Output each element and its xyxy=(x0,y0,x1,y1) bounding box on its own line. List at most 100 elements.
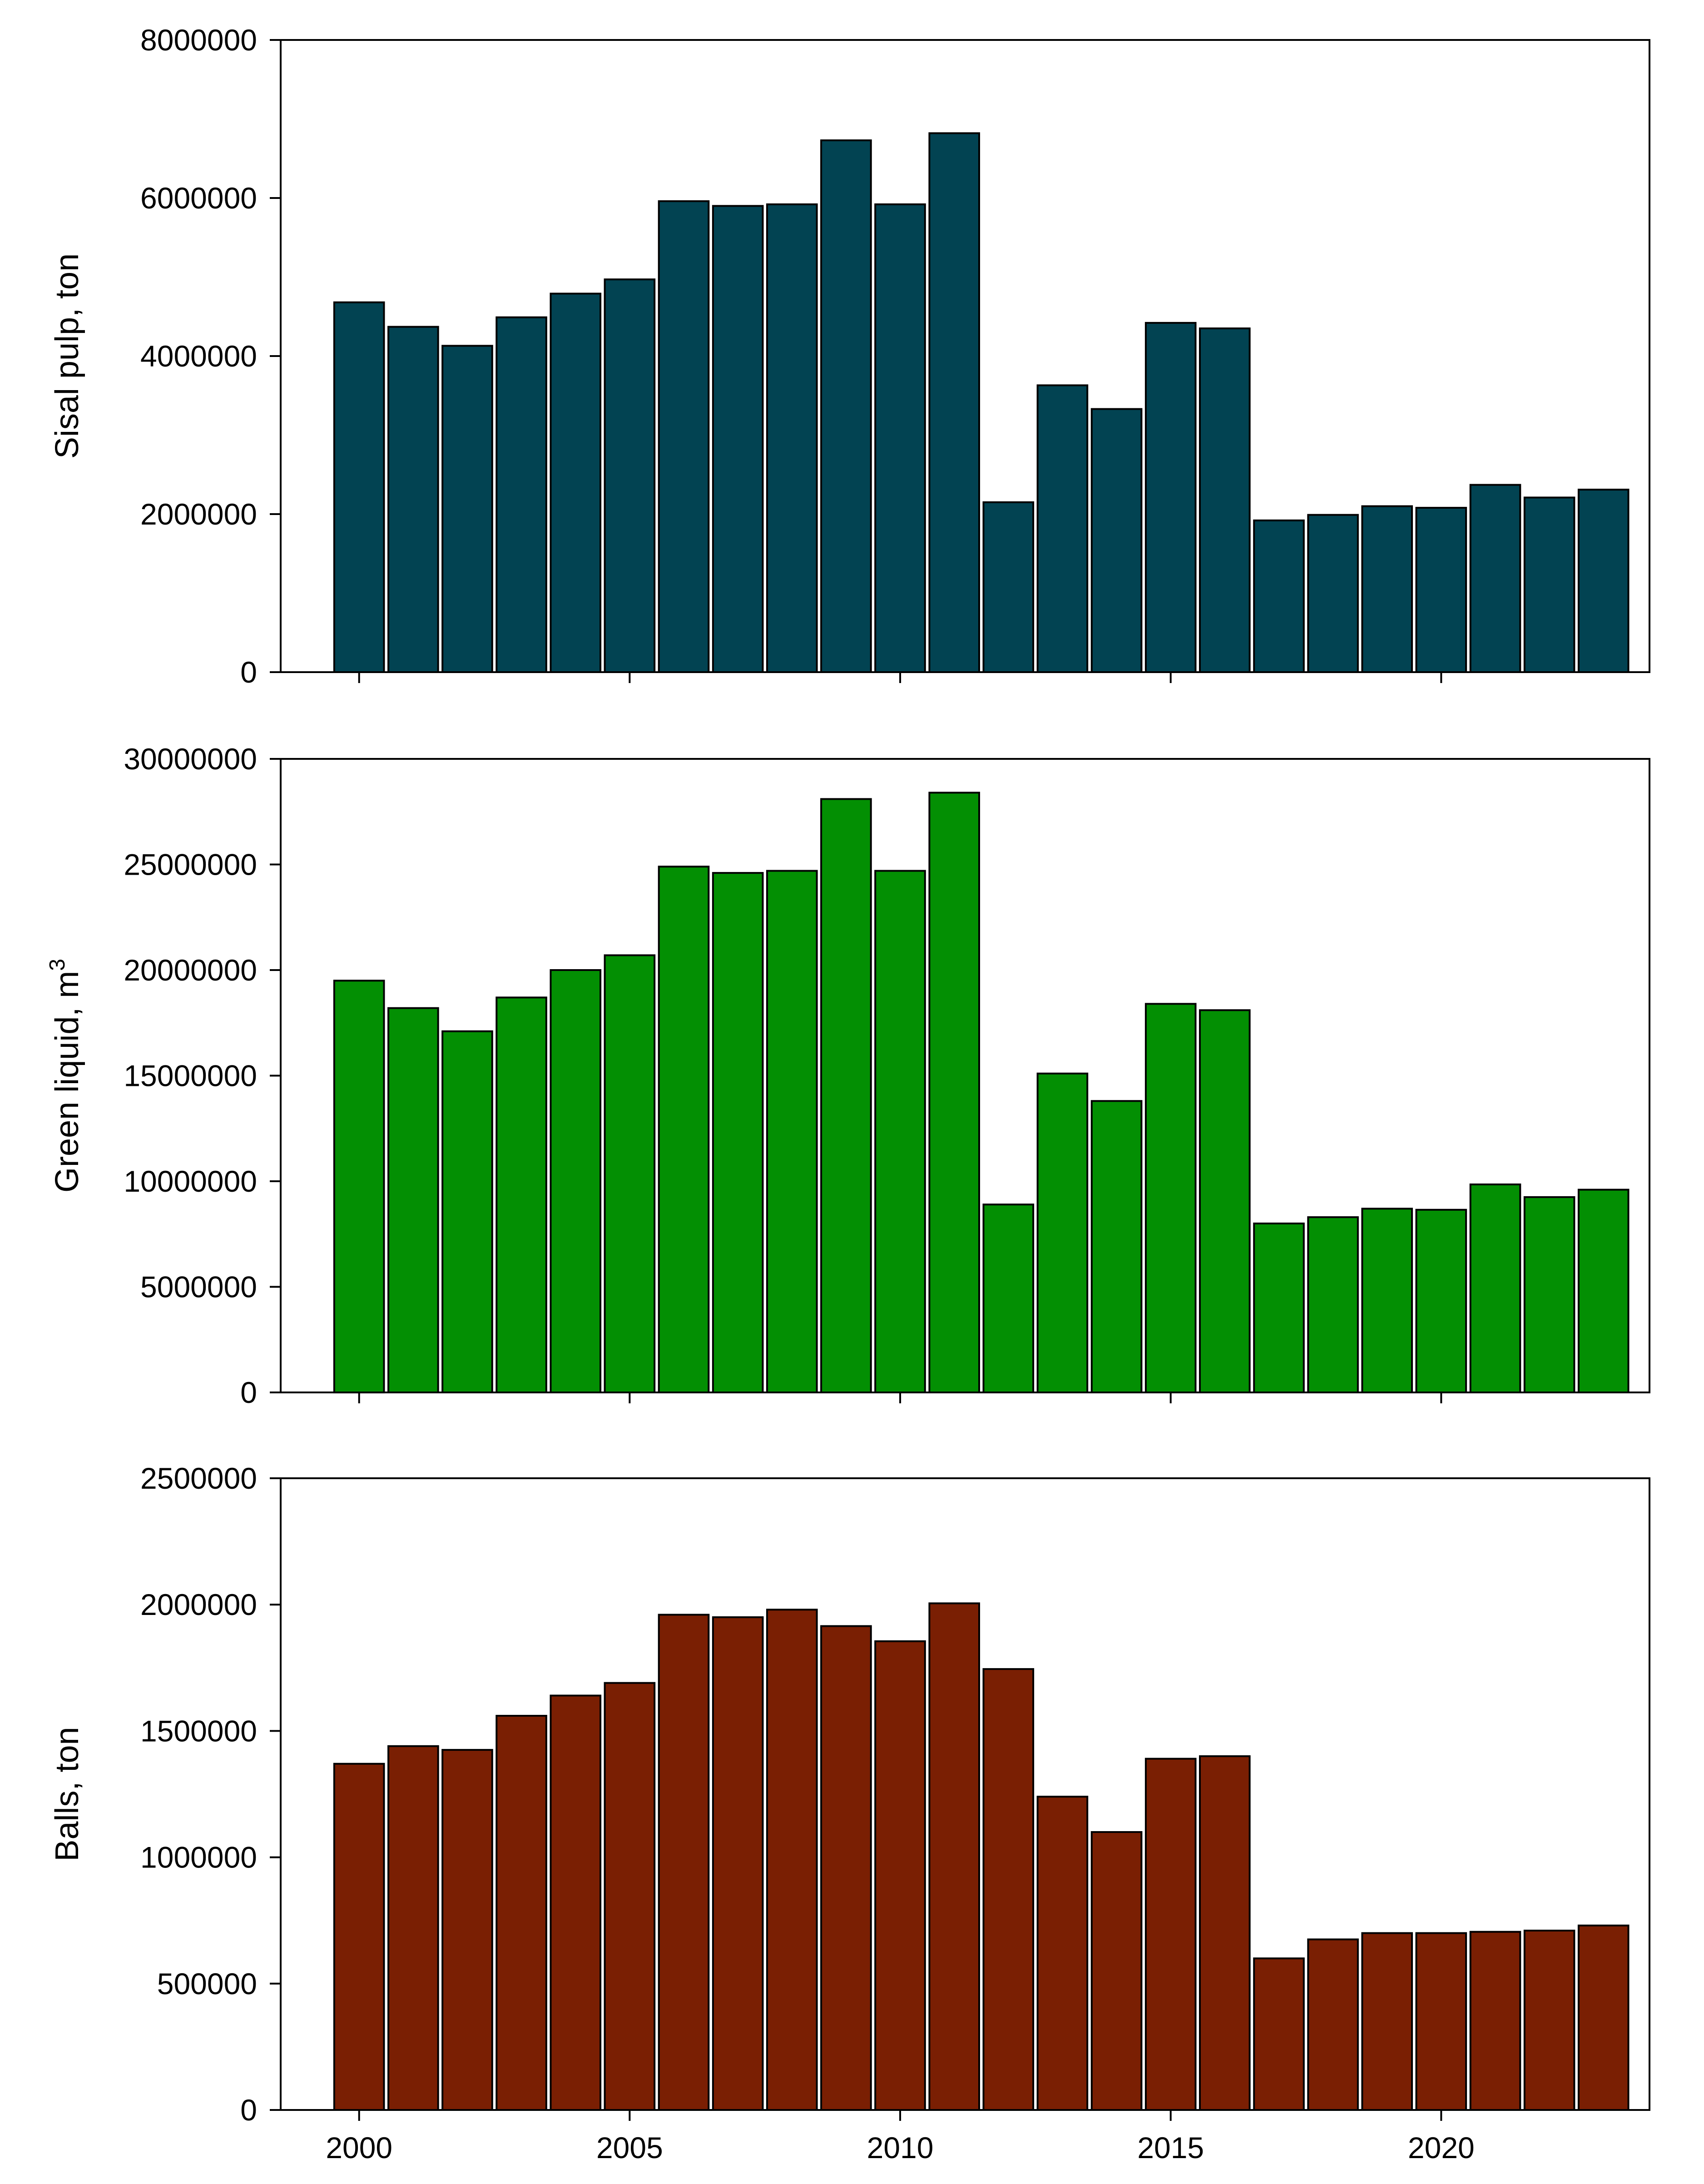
bar-bottom-2022 xyxy=(1525,1931,1575,2110)
y-tick-label: 25000000 xyxy=(124,848,257,882)
bar-middle-2009 xyxy=(821,799,871,1392)
bar-bottom-2002 xyxy=(442,1750,492,2110)
y-tick-label: 0 xyxy=(240,2093,257,2127)
chart-panel-top: 0 2000000 4000000 6000000 8000000 Sisal pulp,… xyxy=(49,23,1650,689)
bar-top-2008 xyxy=(767,204,817,672)
bar-middle-2016 xyxy=(1200,1010,1250,1392)
bar-bottom-2006 xyxy=(659,1615,709,2110)
bar-bottom-2007 xyxy=(713,1617,763,2110)
bar-top-2020 xyxy=(1417,508,1466,672)
bar-top-2002 xyxy=(442,346,492,672)
y-tick-label: 1500000 xyxy=(140,1714,257,1748)
bar-bottom-2016 xyxy=(1200,1756,1250,2110)
bar-top-2007 xyxy=(713,206,763,672)
y-tick-label: 10000000 xyxy=(124,1164,257,1198)
x-tick-label: 2000 xyxy=(326,2131,392,2164)
bar-top-2019 xyxy=(1362,506,1412,672)
x-tick-label: 2010 xyxy=(867,2131,934,2164)
bar-middle-2012 xyxy=(984,1204,1034,1392)
y-tick-label: 2500000 xyxy=(140,1461,257,1495)
bar-top-2001 xyxy=(388,327,438,672)
bar-top-2003 xyxy=(496,317,546,672)
y-axis-title-text: Green liquid, m xyxy=(49,971,85,1193)
bar-bottom-2020 xyxy=(1417,1933,1466,2110)
bar-bottom-2023 xyxy=(1579,1926,1629,2110)
bar-bottom-2000 xyxy=(334,1764,384,2110)
bar-middle-2019 xyxy=(1362,1208,1412,1392)
bar-bottom-2019 xyxy=(1362,1933,1412,2110)
x-tick-label: 2005 xyxy=(596,2131,663,2164)
bar-top-2023 xyxy=(1579,490,1629,672)
y-axis-title-middle: Green liquid, m3 xyxy=(45,959,85,1193)
y-tick-label: 2000000 xyxy=(140,1588,257,1621)
y-tick-label: 0 xyxy=(240,655,257,689)
y-axis-title-bottom: Balls, ton xyxy=(49,1727,85,1861)
chart-panel-bottom: 0 500000 1000000 1500000 2000000 2500000 2000 2… xyxy=(49,1461,1650,2164)
y-tick-label: 8000000 xyxy=(140,23,257,57)
bar-middle-2007 xyxy=(713,873,763,1392)
y-axis-title-top: Sisal pulp, ton xyxy=(49,253,85,459)
y-tick-label: 5000000 xyxy=(140,1270,257,1304)
bar-bottom-2010 xyxy=(875,1641,925,2110)
y-tick-label: 30000000 xyxy=(124,742,257,776)
bar-top-2011 xyxy=(929,133,979,672)
bar-top-2013 xyxy=(1038,385,1088,672)
bar-middle-2010 xyxy=(875,871,925,1393)
figure: 0 2000000 4000000 6000000 8000000 Sisal pulp,… xyxy=(0,0,1704,2184)
bar-middle-2003 xyxy=(496,997,546,1392)
y-tick-label: 2000000 xyxy=(140,497,257,531)
y-axis-title-text: Sisal pulp, ton xyxy=(49,253,85,459)
bar-middle-2020 xyxy=(1417,1210,1466,1392)
bar-bottom-2003 xyxy=(496,1716,546,2110)
bar-top-2016 xyxy=(1200,328,1250,672)
bar-middle-2014 xyxy=(1092,1101,1142,1392)
bar-middle-2011 xyxy=(929,792,979,1392)
bar-top-2000 xyxy=(334,302,384,672)
bar-bottom-2009 xyxy=(821,1626,871,2110)
y-tick-label: 0 xyxy=(240,1376,257,1409)
bar-middle-2018 xyxy=(1308,1217,1358,1392)
bar-middle-2008 xyxy=(767,871,817,1393)
bar-bottom-2004 xyxy=(551,1696,601,2110)
bar-middle-2002 xyxy=(442,1031,492,1392)
bar-middle-2017 xyxy=(1254,1223,1304,1392)
y-tick-label: 6000000 xyxy=(140,181,257,215)
y-axis-title-superscript: 3 xyxy=(45,959,69,971)
bar-middle-2000 xyxy=(334,981,384,1392)
y-axis-title-text: Balls, ton xyxy=(49,1727,85,1861)
y-tick-label: 15000000 xyxy=(124,1059,257,1093)
bar-middle-2015 xyxy=(1146,1004,1196,1392)
y-tick-label: 500000 xyxy=(157,1967,257,2001)
bar-middle-2021 xyxy=(1471,1184,1521,1392)
bar-middle-2013 xyxy=(1038,1074,1088,1392)
bar-top-2018 xyxy=(1308,515,1358,672)
x-tick-label: 2015 xyxy=(1137,2131,1204,2164)
bar-top-2022 xyxy=(1525,498,1575,673)
bar-middle-2005 xyxy=(605,955,655,1392)
bar-bottom-2014 xyxy=(1092,1832,1142,2110)
bar-bottom-2001 xyxy=(388,1746,438,2110)
bar-top-2004 xyxy=(551,294,601,673)
bar-top-2012 xyxy=(984,502,1034,672)
bar-bottom-2018 xyxy=(1308,1939,1358,2110)
bar-middle-2022 xyxy=(1525,1197,1575,1392)
bar-bottom-2008 xyxy=(767,1610,817,2110)
bar-bottom-2005 xyxy=(605,1683,655,2110)
bar-top-2014 xyxy=(1092,409,1142,672)
bar-bottom-2021 xyxy=(1471,1932,1521,2110)
bar-middle-2004 xyxy=(551,970,601,1392)
bar-top-2005 xyxy=(605,279,655,672)
bar-bottom-2012 xyxy=(984,1669,1034,2110)
y-tick-label: 4000000 xyxy=(140,339,257,373)
chart-panel-middle: 0 5000000 10000000 15000000 20000000 25000000… xyxy=(45,742,1650,1409)
bar-top-2021 xyxy=(1471,485,1521,672)
bar-top-2009 xyxy=(821,140,871,672)
bar-top-2017 xyxy=(1254,520,1304,672)
bar-bottom-2015 xyxy=(1146,1759,1196,2110)
bar-middle-2006 xyxy=(659,867,709,1392)
bar-middle-2023 xyxy=(1579,1190,1629,1392)
bar-bottom-2013 xyxy=(1038,1797,1088,2110)
x-tick-label: 2020 xyxy=(1408,2131,1475,2164)
y-tick-label: 1000000 xyxy=(140,1841,257,1874)
bar-top-2006 xyxy=(659,201,709,672)
